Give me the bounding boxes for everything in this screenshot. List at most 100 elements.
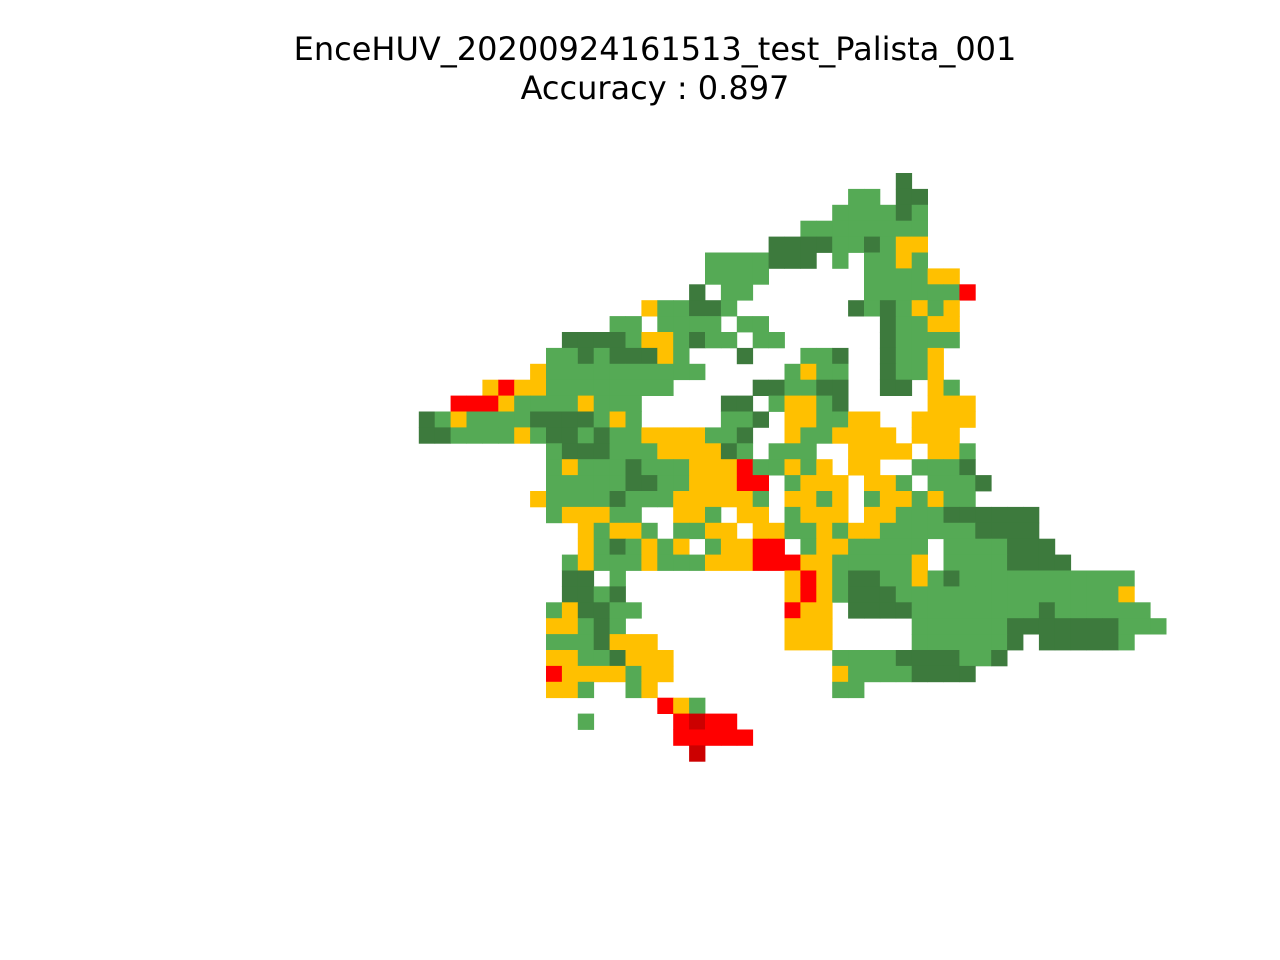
heatmap-cell bbox=[832, 363, 849, 381]
heatmap-cell bbox=[530, 363, 547, 381]
heatmap-cell bbox=[561, 570, 579, 587]
heatmap-cell bbox=[418, 427, 436, 444]
heatmap-cell bbox=[1054, 634, 1072, 651]
heatmap-cell bbox=[864, 236, 881, 253]
heatmap-cell bbox=[1007, 506, 1024, 524]
heatmap-cell bbox=[609, 332, 626, 349]
heatmap-cell bbox=[657, 538, 674, 555]
heatmap-cell bbox=[927, 363, 944, 381]
heatmap-cell bbox=[609, 427, 626, 444]
heatmap-cell bbox=[959, 570, 976, 587]
heatmap-cell bbox=[832, 506, 849, 524]
heatmap-cell bbox=[911, 236, 928, 253]
heatmap-cell bbox=[832, 586, 849, 603]
heatmap-cell bbox=[689, 729, 706, 746]
heatmap-cell bbox=[1038, 570, 1056, 587]
heatmap-cell bbox=[784, 252, 801, 269]
heatmap-cell bbox=[832, 379, 849, 396]
heatmap-cell bbox=[879, 475, 897, 492]
heatmap-cell bbox=[673, 443, 690, 460]
heatmap-cell bbox=[641, 347, 658, 365]
heatmap-cell bbox=[705, 252, 722, 269]
heatmap-cell bbox=[959, 506, 976, 524]
heatmap-cell bbox=[927, 395, 944, 412]
heatmap-cell bbox=[1054, 602, 1072, 619]
heatmap-cell bbox=[561, 395, 579, 412]
heatmap-cell bbox=[577, 634, 595, 651]
heatmap-cell bbox=[864, 188, 881, 206]
heatmap-cell bbox=[943, 332, 960, 349]
heatmap-cell bbox=[1070, 634, 1087, 651]
heatmap-cell bbox=[450, 411, 467, 428]
heatmap-cell bbox=[546, 681, 563, 699]
heatmap-cell bbox=[848, 586, 865, 603]
heatmap-cell bbox=[705, 538, 722, 555]
heatmap-cell bbox=[577, 379, 595, 396]
heatmap-cell bbox=[625, 665, 642, 683]
heatmap-cell bbox=[1038, 634, 1056, 651]
heatmap-cell bbox=[927, 300, 944, 317]
heatmap-cell bbox=[991, 586, 1008, 603]
heatmap-cell bbox=[561, 602, 579, 619]
heatmap-cell bbox=[705, 427, 722, 444]
heatmap-cell bbox=[689, 745, 706, 762]
heatmap-cell bbox=[625, 427, 642, 444]
heatmap-cell bbox=[816, 538, 833, 555]
heatmap-cell bbox=[911, 570, 928, 587]
heatmap-cell bbox=[689, 522, 706, 540]
heatmap-cell bbox=[1118, 618, 1135, 635]
heatmap-cell bbox=[1023, 570, 1040, 587]
heatmap-cell bbox=[784, 634, 801, 651]
heatmap-cell bbox=[577, 443, 595, 460]
heatmap-cell bbox=[673, 332, 690, 349]
heatmap-cell bbox=[641, 459, 658, 476]
heatmap-cell bbox=[864, 443, 881, 460]
heatmap-cell bbox=[625, 363, 642, 381]
heatmap-cell bbox=[816, 522, 833, 540]
heatmap-cell bbox=[577, 491, 595, 508]
heatmap-cell bbox=[546, 427, 563, 444]
heatmap-cell bbox=[911, 554, 928, 571]
heatmap-cell bbox=[927, 379, 944, 396]
heatmap-cell bbox=[927, 427, 944, 444]
heatmap-cell bbox=[800, 475, 817, 492]
heatmap-cell bbox=[864, 284, 881, 301]
heatmap-cell bbox=[736, 316, 754, 333]
heatmap-cell bbox=[673, 427, 690, 444]
heatmap-cell bbox=[911, 650, 928, 667]
heatmap-cell bbox=[848, 204, 865, 222]
heatmap-cell bbox=[927, 459, 944, 476]
heatmap-cell bbox=[530, 427, 547, 444]
heatmap-cell bbox=[705, 443, 722, 460]
heatmap-cell bbox=[593, 665, 610, 683]
heatmap-cell bbox=[832, 252, 849, 269]
heatmap-cell bbox=[593, 459, 610, 476]
heatmap-cell bbox=[561, 411, 579, 428]
heatmap-cell bbox=[848, 522, 865, 540]
heatmap-cell bbox=[879, 268, 897, 285]
heatmap-cell bbox=[800, 220, 817, 237]
heatmap-cell bbox=[816, 602, 833, 619]
heatmap-cell bbox=[705, 332, 722, 349]
heatmap-cell bbox=[720, 459, 738, 476]
heatmap-cell bbox=[768, 332, 785, 349]
heatmap-cell bbox=[879, 236, 897, 253]
heatmap-cell bbox=[593, 427, 610, 444]
heatmap-cell bbox=[689, 554, 706, 571]
heatmap-cell bbox=[864, 427, 881, 444]
heatmap-cell bbox=[720, 411, 738, 428]
heatmap-cell bbox=[895, 586, 913, 603]
heatmap-cell bbox=[1023, 586, 1040, 603]
heatmap-cell bbox=[959, 665, 976, 683]
heatmap-cell bbox=[609, 538, 626, 555]
heatmap-cell bbox=[784, 459, 801, 476]
heatmap-cell bbox=[784, 586, 801, 603]
heatmap-cell bbox=[816, 618, 833, 635]
heatmap-cell bbox=[879, 586, 897, 603]
heatmap-cell bbox=[720, 284, 738, 301]
heatmap-cell bbox=[864, 491, 881, 508]
heatmap-cell bbox=[577, 522, 595, 540]
heatmap-cell bbox=[943, 554, 960, 571]
heatmap-cell bbox=[911, 634, 928, 651]
heatmap-cell bbox=[784, 395, 801, 412]
